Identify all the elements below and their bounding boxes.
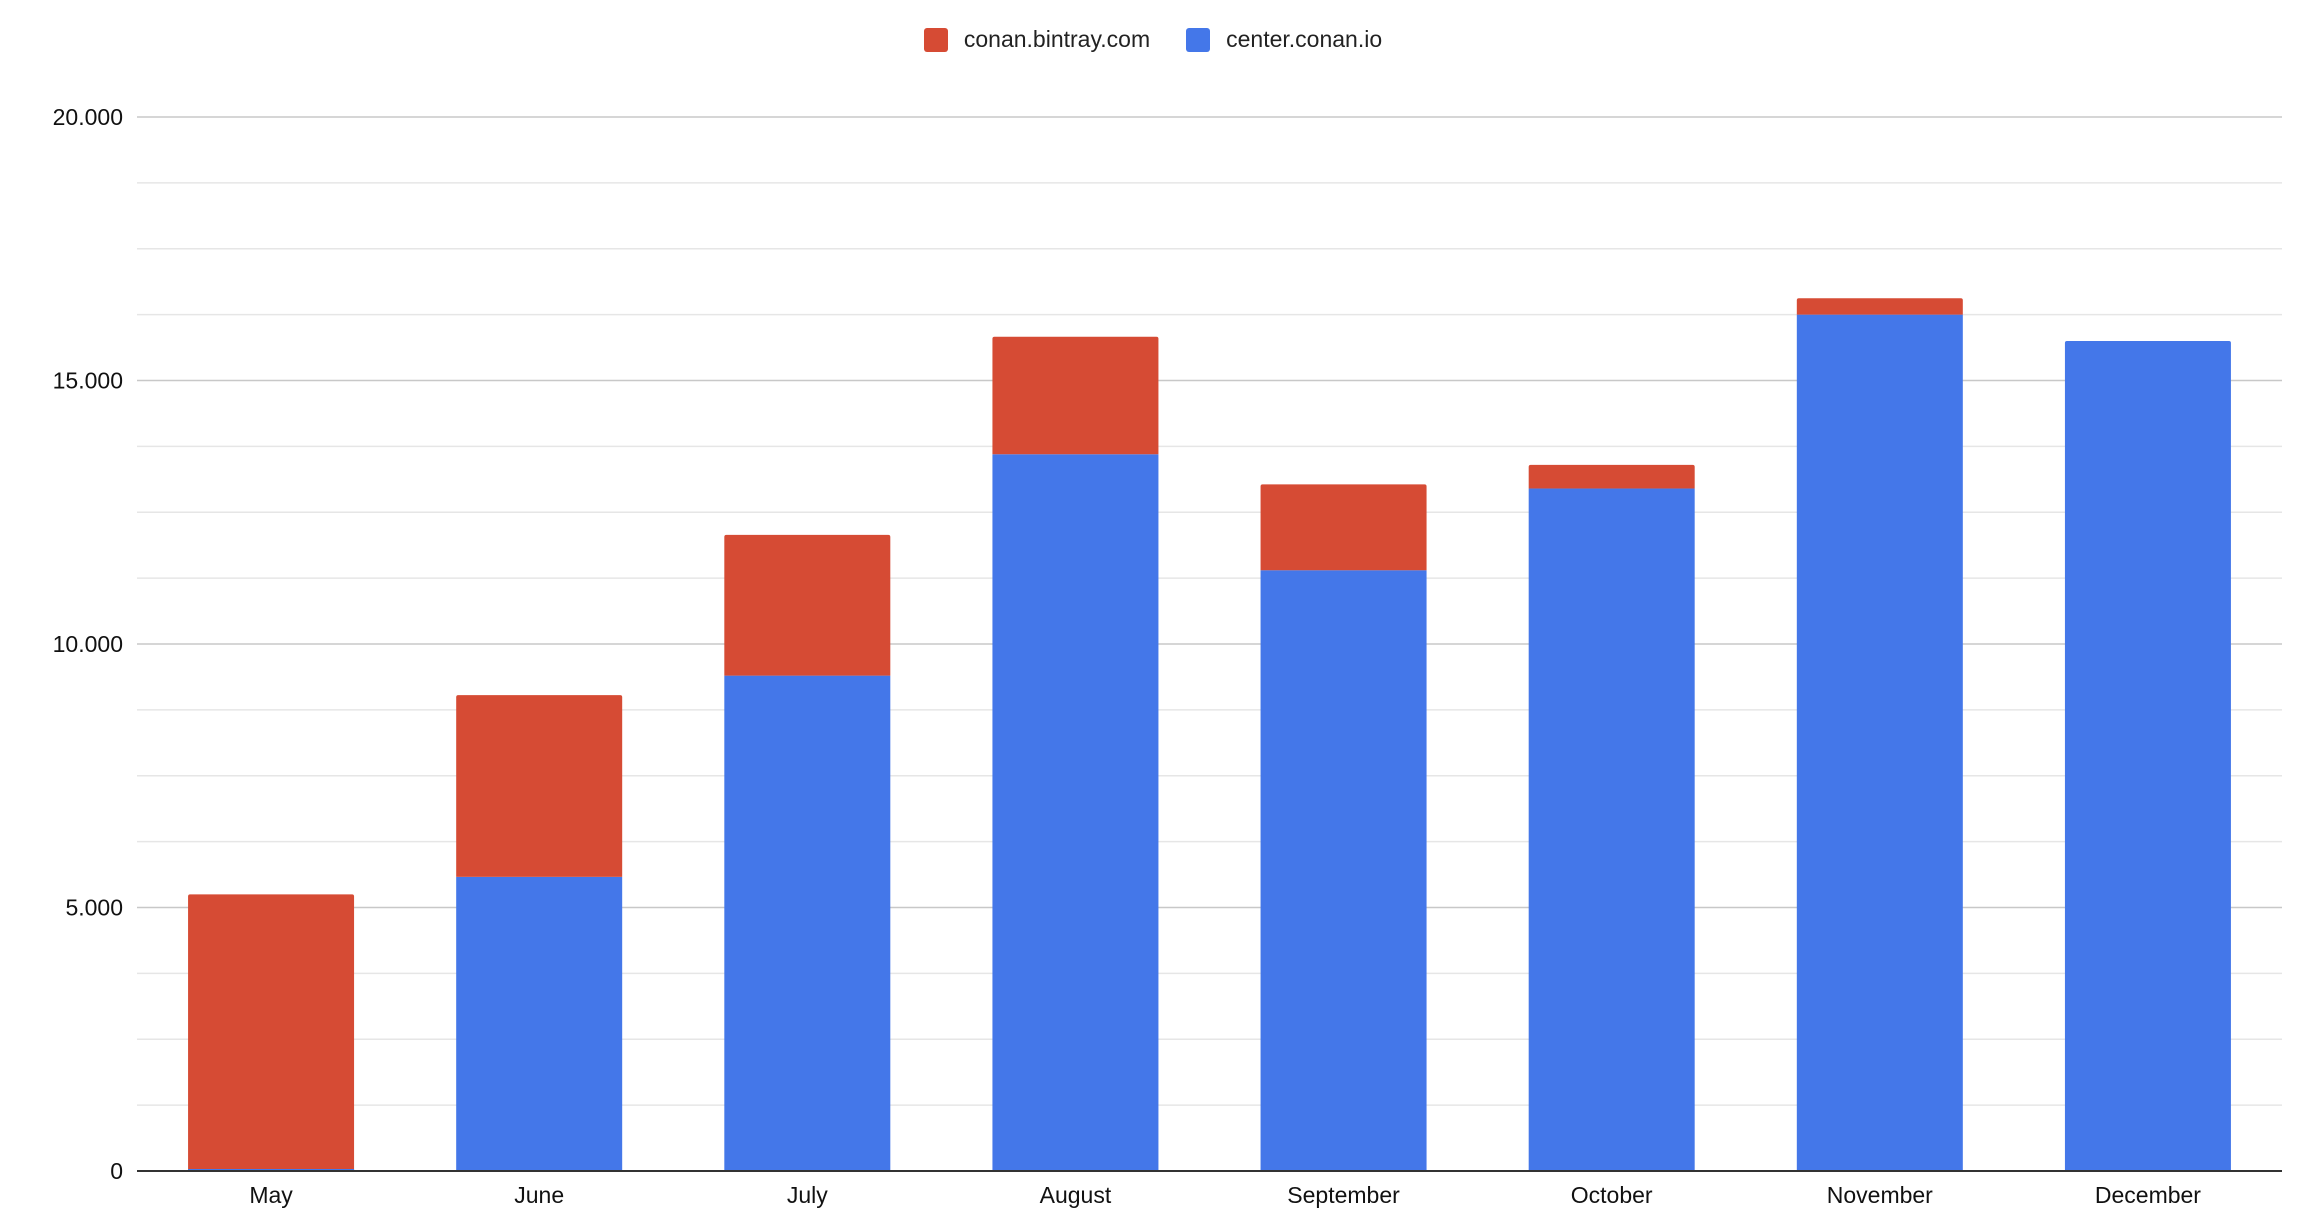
x-tick-label: December [2095, 1182, 2201, 1208]
bar-center-conan-io-june [456, 876, 623, 1171]
bar-conan-bintray-com-august [992, 336, 1159, 455]
legend: conan.bintray.com center.conan.io [0, 26, 2306, 53]
y-tick-label: 10.000 [53, 631, 123, 657]
x-tick-label: November [1827, 1182, 1933, 1208]
bar-center-conan-io-august [992, 454, 1159, 1171]
bar-center-conan-io-october [1528, 488, 1695, 1171]
bar-center-conan-io-december [2064, 340, 2231, 1172]
x-tick-label: May [249, 1182, 293, 1208]
bar-conan-bintray-com-october [1528, 464, 1695, 489]
bar-center-conan-io-july [724, 675, 891, 1171]
bar-conan-bintray-com-may [188, 894, 355, 1171]
bar-center-conan-io-november [1796, 314, 1963, 1171]
legend-swatch-center [1186, 27, 1211, 52]
x-tick-label: July [787, 1182, 828, 1208]
legend-item-center: center.conan.io [1186, 26, 1382, 53]
legend-label-center: center.conan.io [1226, 26, 1383, 52]
bar-center-conan-io-september [1260, 570, 1427, 1171]
y-tick-label: 0 [110, 1158, 123, 1184]
x-tick-label: September [1287, 1182, 1400, 1208]
legend-item-bintray: conan.bintray.com [923, 26, 1151, 53]
bar-conan-bintray-com-november [1796, 298, 1963, 315]
x-tick-label: June [514, 1182, 564, 1208]
legend-label-bintray: conan.bintray.com [963, 26, 1151, 52]
bar-conan-bintray-com-july [724, 534, 891, 676]
y-tick-label: 5.000 [65, 895, 123, 921]
y-tick-label: 15.000 [53, 368, 123, 394]
bar-conan-bintray-com-september [1260, 484, 1427, 571]
x-tick-label: October [1571, 1182, 1653, 1208]
bar-conan-bintray-com-june [456, 695, 623, 877]
x-tick-label: August [1040, 1182, 1112, 1208]
legend-swatch-bintray [923, 27, 948, 52]
y-tick-label: 20.000 [53, 104, 123, 130]
